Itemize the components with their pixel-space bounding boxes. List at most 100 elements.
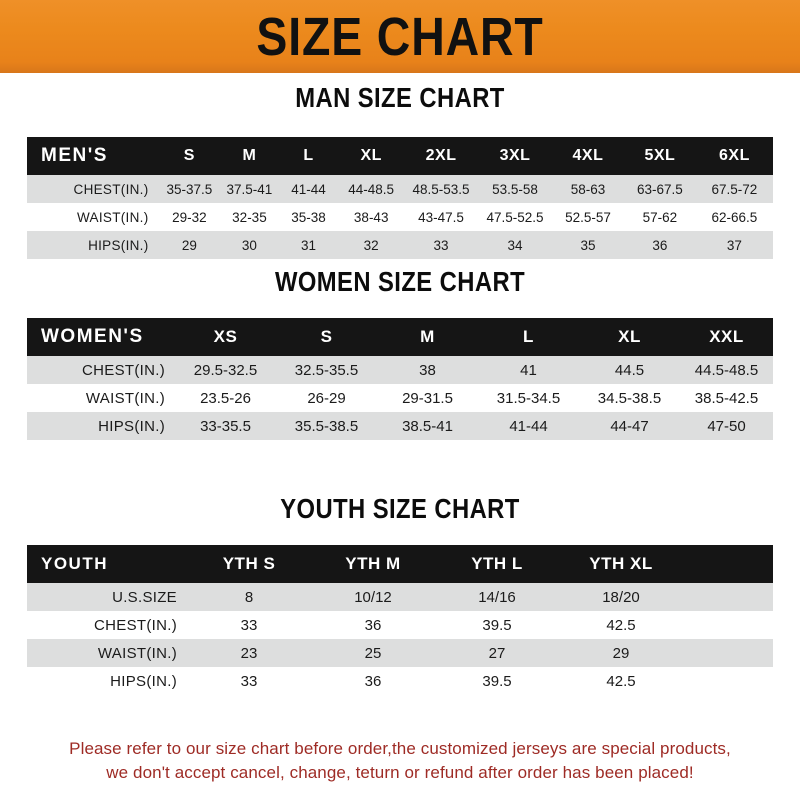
measurement-cell: 32.5-35.5 <box>276 356 377 384</box>
section-title-man: MAN SIZE CHART <box>295 82 505 113</box>
measurement-cell: 10/12 <box>311 583 435 611</box>
row-label: CHEST(IN.) <box>27 175 159 203</box>
measurement-cell: 63-67.5 <box>623 175 696 203</box>
measurement-cell: 23.5-26 <box>175 384 276 412</box>
measurement-cell: 44-47 <box>579 412 680 440</box>
measurement-cell: 44-48.5 <box>338 175 405 203</box>
measurement-cell: 8 <box>187 583 311 611</box>
table-header-row-label: MEN'S <box>27 137 159 175</box>
measurement-cell: 32-35 <box>220 203 279 231</box>
measurement-cell: 41-44 <box>278 175 339 203</box>
section-man: MAN SIZE CHART <box>0 84 800 112</box>
measurement-cell: 36 <box>311 611 435 639</box>
measurement-cell: 33 <box>187 611 311 639</box>
youth-size-table: YOUTH YTH S YTH M YTH L YTH XL U.S.SIZE 8 10/1… <box>27 545 773 695</box>
table-header-cell-3: L <box>278 137 339 175</box>
measurement-cell: 29.5-32.5 <box>175 356 276 384</box>
table-header-cell-3: YTH L <box>435 545 559 583</box>
measurement-cell: 33 <box>404 231 479 259</box>
order-policy-note-line2: we don't accept cancel, change, teturn o… <box>106 763 694 783</box>
table-row: HIPS(IN.) 33-35.5 35.5-38.5 38.5-41 41-44 44-… <box>27 412 773 440</box>
table-header-row-label: WOMEN'S <box>27 318 175 356</box>
measurement-cell: 52.5-57 <box>552 203 624 231</box>
table-row: HIPS(IN.) 33 36 39.5 42.5 <box>27 667 773 695</box>
measurement-cell: 38.5-42.5 <box>680 384 773 412</box>
table-wrapper-women: WOMEN'S XS S M L XL XXL CHEST(IN.) 29.5-32.5 32.5… <box>0 318 800 440</box>
measurement-cell: 29 <box>559 639 683 667</box>
measurement-cell: 25 <box>311 639 435 667</box>
measurement-cell: 31 <box>278 231 339 259</box>
row-label: U.S.SIZE <box>27 583 187 611</box>
table-header-cell-5: XL <box>579 318 680 356</box>
measurement-cell: 43-47.5 <box>404 203 479 231</box>
table-header-cell-4: XL <box>338 137 405 175</box>
table-header-cell-9: 6XL <box>695 137 773 175</box>
measurement-cell: 37.5-41 <box>220 175 279 203</box>
measurement-cell: 38-43 <box>338 203 405 231</box>
table-header-cell-2: YTH M <box>311 545 435 583</box>
table-row: WAIST(IN.) 23 25 27 29 <box>27 639 773 667</box>
measurement-cell: 42.5 <box>559 611 683 639</box>
section-women: WOMEN SIZE CHART <box>0 268 800 296</box>
measurement-cell: 62-66.5 <box>695 203 773 231</box>
table-header-cell-1: YTH S <box>187 545 311 583</box>
row-label: WAIST(IN.) <box>27 639 187 667</box>
row-label: CHEST(IN.) <box>27 356 175 384</box>
measurement-cell: 33 <box>187 667 311 695</box>
table-header-cell-1: XS <box>175 318 276 356</box>
measurement-cell: 35.5-38.5 <box>276 412 377 440</box>
table-row: CHEST(IN.) 35-37.5 37.5-41 41-44 44-48.5 48.5… <box>27 175 773 203</box>
row-label: WAIST(IN.) <box>27 384 175 412</box>
measurement-cell: 35 <box>552 231 624 259</box>
empty-cell <box>683 583 773 611</box>
table-header-cell-1: S <box>158 137 221 175</box>
measurement-cell: 67.5-72 <box>695 175 773 203</box>
table-header-cell-4: L <box>478 318 579 356</box>
man-size-table: MEN'S S M L XL 2XL 3XL 4XL 5XL 6XL CHEST(IN.) 35-37… <box>27 137 773 259</box>
table-row: WAIST(IN.) 29-32 32-35 35-38 38-43 43-47.5 47.… <box>27 203 773 231</box>
measurement-cell: 37 <box>695 231 773 259</box>
measurement-cell: 33-35.5 <box>175 412 276 440</box>
row-label: HIPS(IN.) <box>27 667 187 695</box>
measurement-cell: 42.5 <box>559 667 683 695</box>
table-header-cell-3: M <box>377 318 478 356</box>
measurement-cell: 18/20 <box>559 583 683 611</box>
table-header-cell-8: 5XL <box>623 137 696 175</box>
measurement-cell: 30 <box>220 231 279 259</box>
table-row: U.S.SIZE 8 10/12 14/16 18/20 <box>27 583 773 611</box>
measurement-cell: 44.5-48.5 <box>680 356 773 384</box>
row-label: WAIST(IN.) <box>27 203 159 231</box>
banner-title: SIZE CHART <box>256 6 544 67</box>
measurement-cell: 47-50 <box>680 412 773 440</box>
table-header-cell-6: 3XL <box>478 137 552 175</box>
measurement-cell: 29 <box>158 231 221 259</box>
empty-cell <box>683 639 773 667</box>
empty-cell <box>683 667 773 695</box>
row-label: HIPS(IN.) <box>27 412 175 440</box>
measurement-cell: 26-29 <box>276 384 377 412</box>
table-header-row-label: YOUTH <box>27 545 187 583</box>
section-title-youth: YOUTH SIZE CHART <box>280 493 520 524</box>
row-label: HIPS(IN.) <box>27 231 159 259</box>
measurement-cell: 29-32 <box>158 203 221 231</box>
measurement-cell: 44.5 <box>579 356 680 384</box>
table-row: CHEST(IN.) 29.5-32.5 32.5-35.5 38 41 44.5 44.5… <box>27 356 773 384</box>
women-size-table: WOMEN'S XS S M L XL XXL CHEST(IN.) 29.5-32.5 32.5… <box>27 318 773 440</box>
row-label: CHEST(IN.) <box>27 611 187 639</box>
measurement-cell: 32 <box>338 231 405 259</box>
section-title-women: WOMEN SIZE CHART <box>274 266 526 297</box>
table-header-cell-4: YTH XL <box>559 545 683 583</box>
table-header-cell-6: XXL <box>680 318 773 356</box>
measurement-cell: 47.5-52.5 <box>478 203 552 231</box>
table-wrapper-man: MEN'S S M L XL 2XL 3XL 4XL 5XL 6XL CHEST(IN.) 35-37… <box>0 137 800 259</box>
measurement-cell: 27 <box>435 639 559 667</box>
measurement-cell: 53.5-58 <box>478 175 552 203</box>
order-policy-note: Please refer to our size chart before or… <box>0 737 800 786</box>
measurement-cell: 41 <box>478 356 579 384</box>
measurement-cell: 38 <box>377 356 478 384</box>
measurement-cell: 48.5-53.5 <box>404 175 479 203</box>
measurement-cell: 31.5-34.5 <box>478 384 579 412</box>
table-row: WAIST(IN.) 23.5-26 26-29 29-31.5 31.5-34.5 34… <box>27 384 773 412</box>
measurement-cell: 34.5-38.5 <box>579 384 680 412</box>
